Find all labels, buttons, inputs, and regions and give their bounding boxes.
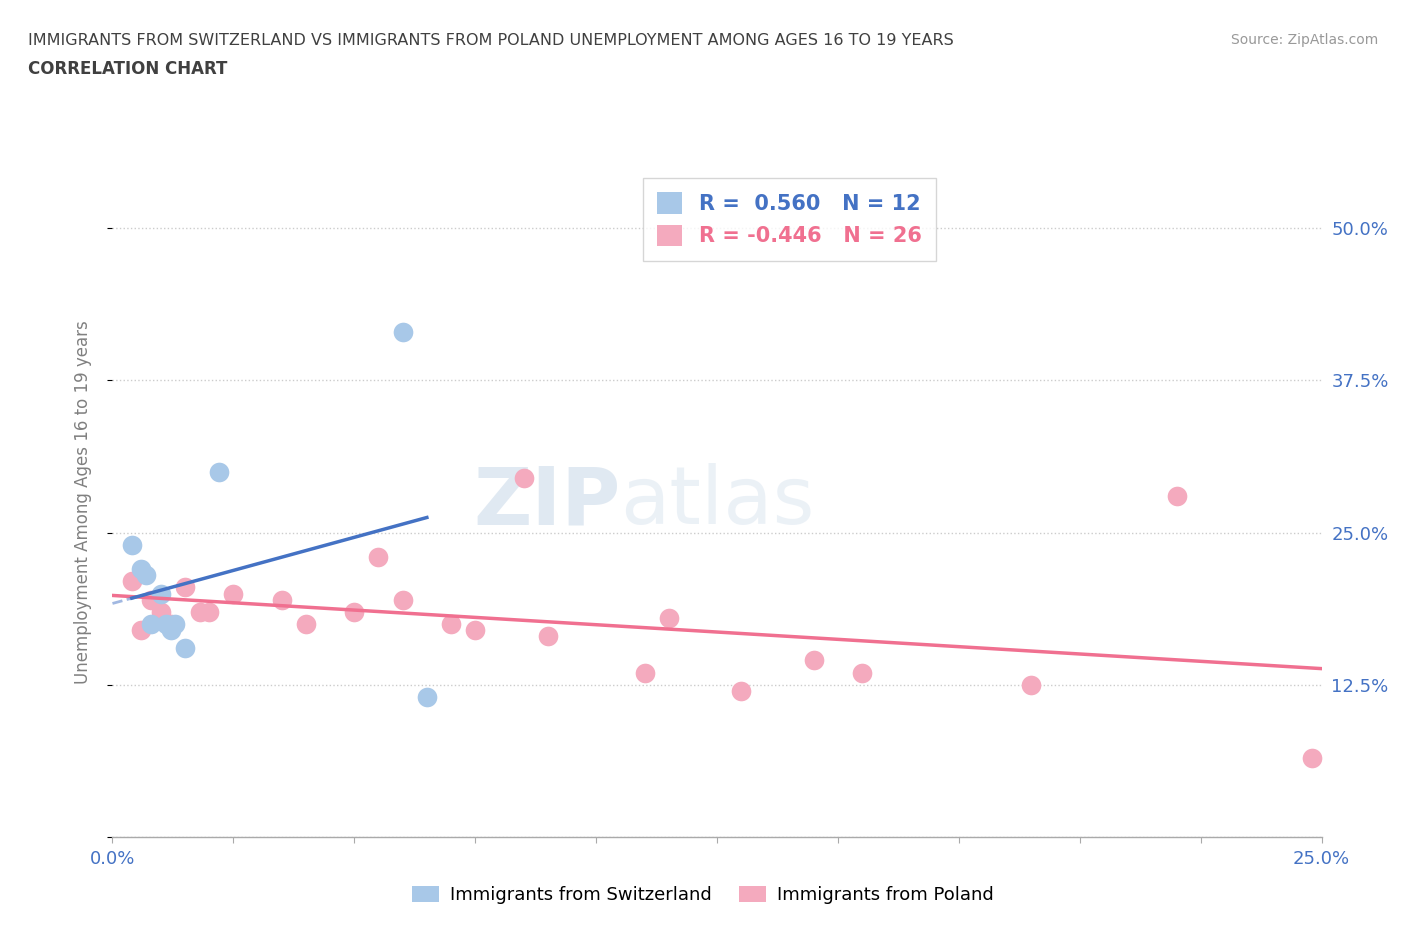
Point <box>1166 488 1188 503</box>
Point <box>174 580 197 595</box>
Point <box>149 586 172 601</box>
Point <box>343 604 366 619</box>
Text: Source: ZipAtlas.com: Source: ZipAtlas.com <box>1230 33 1378 46</box>
Point <box>159 622 181 637</box>
Point <box>131 562 153 577</box>
Point <box>174 641 197 656</box>
Point <box>803 653 825 668</box>
Legend: R =  0.560   N = 12, R = -0.446   N = 26: R = 0.560 N = 12, R = -0.446 N = 26 <box>643 178 936 260</box>
Point <box>537 629 560 644</box>
Point <box>1021 677 1043 692</box>
Point <box>222 586 245 601</box>
Text: IMMIGRANTS FROM SWITZERLAND VS IMMIGRANTS FROM POLAND UNEMPLOYMENT AMONG AGES 16: IMMIGRANTS FROM SWITZERLAND VS IMMIGRANT… <box>28 33 953 47</box>
Point <box>135 568 157 583</box>
Legend: Immigrants from Switzerland, Immigrants from Poland: Immigrants from Switzerland, Immigrants … <box>405 879 1001 911</box>
Point <box>141 592 163 607</box>
Text: ZIP: ZIP <box>472 463 620 541</box>
Text: CORRELATION CHART: CORRELATION CHART <box>28 60 228 78</box>
Point <box>658 610 681 625</box>
Point <box>295 617 318 631</box>
Point <box>165 617 187 631</box>
Point <box>391 592 413 607</box>
Point <box>208 464 231 479</box>
Point <box>149 604 172 619</box>
Point <box>416 689 439 704</box>
Point <box>391 325 413 339</box>
Point <box>464 622 486 637</box>
Point <box>270 592 292 607</box>
Point <box>121 574 143 589</box>
Text: atlas: atlas <box>620 463 814 541</box>
Point <box>121 538 143 552</box>
Point <box>155 617 177 631</box>
Y-axis label: Unemployment Among Ages 16 to 19 years: Unemployment Among Ages 16 to 19 years <box>73 320 91 684</box>
Point <box>730 684 752 698</box>
Point <box>131 622 153 637</box>
Point <box>1301 751 1323 765</box>
Point <box>440 617 463 631</box>
Point <box>188 604 211 619</box>
Point <box>512 471 534 485</box>
Point <box>141 617 163 631</box>
Point <box>851 665 873 680</box>
Point <box>367 550 389 565</box>
Point <box>198 604 221 619</box>
Point <box>159 617 181 631</box>
Point <box>633 665 655 680</box>
